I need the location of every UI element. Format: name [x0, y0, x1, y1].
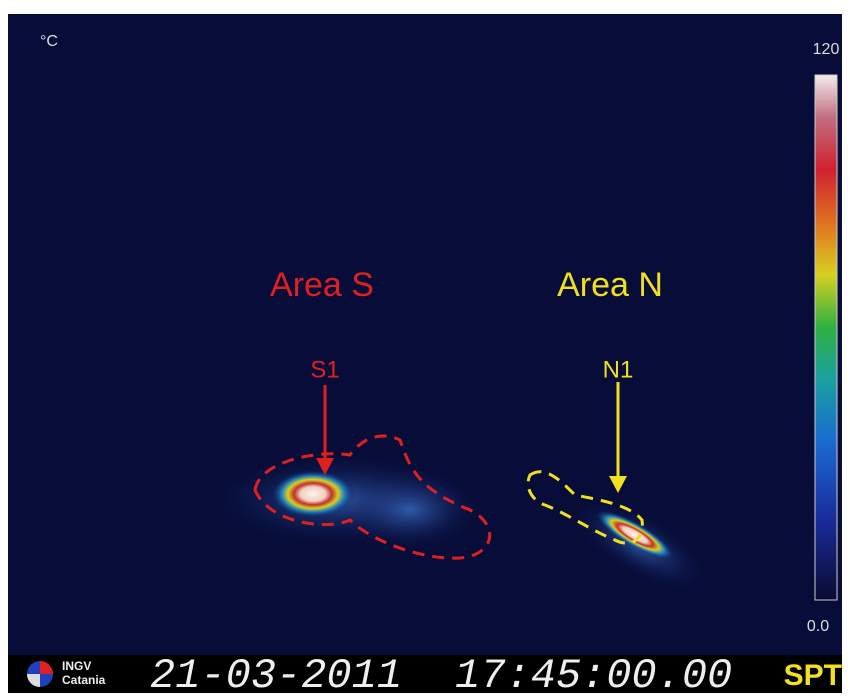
hotspot-n1 [595, 510, 675, 560]
scale-max: 120 [813, 41, 840, 58]
area-label: Area S [270, 266, 374, 304]
image-background [8, 14, 842, 693]
unit-label: °C [40, 33, 58, 50]
scale-min: 0.0 [807, 618, 829, 635]
area-n-outline [526, 470, 644, 545]
vent-label: S1 [310, 356, 339, 383]
arrow-n1 [609, 382, 627, 493]
area-label: Area N [557, 266, 663, 304]
arrow-s1 [316, 385, 334, 475]
logo [27, 661, 53, 687]
area-s-outline [253, 434, 492, 560]
date: 21-03-2011 [150, 652, 402, 693]
vent-label: N1 [603, 356, 634, 383]
warm-area-s2 [340, 470, 480, 550]
logo-text: Catania [62, 673, 106, 687]
color-scale [814, 74, 838, 601]
time: 17:45:00.00 [455, 652, 732, 693]
station: SPT [784, 659, 842, 692]
hotspot-s1 [271, 470, 355, 518]
logo-text: INGV [62, 659, 91, 673]
footer-bar [8, 655, 842, 693]
